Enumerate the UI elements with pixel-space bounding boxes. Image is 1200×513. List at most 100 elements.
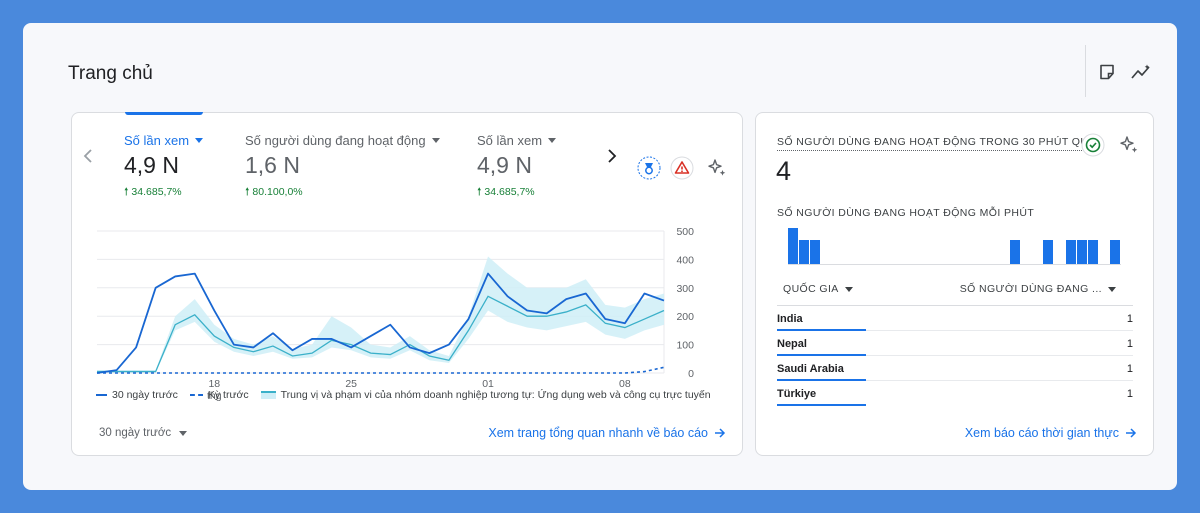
view-overview-link[interactable]: Xem trang tổng quan nhanh về báo cáo [488, 426, 726, 440]
previous-period-line [97, 366, 665, 374]
table-row: Saudi Arabia 1 [777, 356, 1133, 381]
y-tick-label: 200 [676, 311, 694, 323]
overview-card: Số lần xem 4,9 N 🠕 34.685,7% Số người dù… [71, 112, 743, 456]
sparkle-icon[interactable] [705, 156, 729, 180]
toolbar-divider [1085, 45, 1086, 97]
table-row: India 1 [777, 306, 1133, 331]
arrow-up-icon: 🠕 [245, 186, 253, 198]
table-header-divider [777, 305, 1133, 306]
view-realtime-link[interactable]: Xem báo cáo thời gian thực [965, 426, 1137, 440]
metric-value: 4,9 N [477, 152, 532, 178]
row-divider [866, 380, 1133, 381]
warning-icon[interactable] [670, 156, 694, 180]
insights-icon[interactable] [1130, 61, 1152, 83]
next-metric-button[interactable] [602, 145, 622, 167]
per-minute-bar [1010, 240, 1021, 264]
row-divider [866, 355, 1133, 356]
benchmark-range-area [97, 256, 664, 373]
per-minute-bar [799, 240, 810, 264]
caret-down-icon [1108, 286, 1116, 292]
chart-legend: 30 ngày trước Kỳ trước Trung vị và phạm … [96, 389, 723, 401]
legend-swatch-band [260, 391, 276, 399]
y-tick-label: 0 [688, 368, 694, 380]
legend-label: 30 ngày trước [112, 389, 178, 401]
line-chart: 500 400 300 200 100 0 18 25 01 08 thg [96, 226, 694, 402]
users-column-header[interactable]: SỐ NGƯỜI DÙNG ĐANG ... [960, 283, 1116, 295]
legend-item-previous: Kỳ trước [189, 389, 249, 401]
arrow-right-icon [715, 428, 726, 438]
country-value: 1 [1126, 313, 1133, 325]
link-label: Xem trang tổng quan nhanh về báo cáo [488, 426, 708, 440]
per-minute-bar [1076, 240, 1087, 264]
per-minute-bar [788, 228, 799, 264]
x-tick-label: 18 [208, 378, 220, 390]
row-divider [866, 330, 1133, 331]
metric-change: 34.685,7% [484, 186, 535, 198]
legend-swatch-solid [96, 394, 107, 396]
date-range-selector[interactable]: 30 ngày trước [99, 427, 188, 439]
x-tick-sublabel: thg [207, 390, 222, 402]
caret-down-icon [195, 138, 204, 143]
legend-item-current: 30 ngày trước [96, 389, 178, 401]
country-name: Saudi Arabia [777, 363, 844, 375]
link-label: Xem báo cáo thời gian thực [964, 426, 1119, 440]
prev-metric-button[interactable] [78, 145, 98, 167]
country-name: Nepal [777, 338, 807, 350]
per-minute-bar-chart [788, 223, 1121, 265]
realtime-title: SỐ NGƯỜI DÙNG ĐANG HOẠT ĐỘNG TRONG 30 PH… [777, 136, 1096, 151]
benchmark-icon[interactable] [637, 156, 661, 180]
x-tick-label: 08 [619, 378, 631, 390]
page-title: Trang chủ [68, 63, 153, 84]
metric-label: Số lần xem [477, 133, 543, 148]
row-bar [777, 404, 866, 406]
legend-label: Trung vị và phạm vi của nhóm doanh nghiệ… [280, 389, 711, 401]
column-label: QUỐC GIA [783, 283, 839, 295]
check-circle-icon[interactable] [1081, 133, 1105, 157]
metric-label: Số lần xem [124, 133, 190, 148]
benchmark-median-line [97, 295, 665, 373]
note-icon[interactable] [1096, 61, 1118, 83]
caret-down-icon [431, 138, 440, 143]
realtime-card: SỐ NGƯỜI DÙNG ĐANG HOẠT ĐỘNG TRONG 30 PH… [755, 112, 1154, 456]
caret-down-icon [844, 286, 853, 292]
current-period-line [96, 272, 665, 374]
y-tick-label: 400 [676, 254, 694, 266]
row-bar [777, 354, 866, 356]
per-minute-bar [810, 240, 821, 264]
metric-tab-active-users[interactable]: Số người dùng đang hoạt động 1,6 N 🠕 80.… [245, 133, 440, 202]
per-minute-bar [1109, 240, 1120, 264]
per-minute-bar [1065, 240, 1076, 264]
row-bar [777, 379, 866, 381]
country-value: 1 [1126, 388, 1133, 400]
metric-label: Số người dùng đang hoạt động [245, 133, 426, 148]
y-tick-label: 300 [676, 283, 694, 295]
caret-down-icon [548, 138, 557, 143]
metric-tab-views[interactable]: Số lần xem 4,9 N 🠕 34.685,7% [124, 133, 204, 202]
metric-tab-views-2[interactable]: Số lần xem 4,9 N 🠕 34.685,7% [477, 133, 557, 202]
active-tab-indicator [125, 112, 203, 115]
legend-label: Kỳ trước [207, 389, 249, 401]
date-range-label: 30 ngày trước [99, 427, 172, 439]
metric-value: 4,9 N [124, 152, 179, 178]
country-name: Türkiye [777, 388, 817, 400]
realtime-subtitle: SỐ NGƯỜI DÙNG ĐANG HOẠT ĐỘNG MỖI PHÚT [777, 207, 1035, 219]
legend-swatch-dashed [189, 394, 203, 396]
table-row: Türkiye 1 [777, 381, 1133, 406]
country-value: 1 [1126, 363, 1133, 375]
arrow-up-icon: 🠕 [477, 186, 485, 198]
per-minute-bar [1087, 240, 1098, 264]
country-column-header[interactable]: QUỐC GIA [783, 283, 853, 295]
row-bar [777, 329, 866, 331]
per-minute-bar [1043, 240, 1054, 264]
arrow-right-icon [1126, 428, 1137, 438]
country-name: India [777, 313, 803, 325]
caret-down-icon [179, 430, 188, 436]
home-panel: Trang chủ Số lần xem 4,9 N 🠕 34.685,7% S… [23, 23, 1177, 490]
sparkle-icon[interactable] [1117, 133, 1141, 157]
country-value: 1 [1126, 338, 1133, 350]
metric-value: 1,6 N [245, 152, 300, 178]
column-label: SỐ NGƯỜI DÙNG ĐANG ... [959, 283, 1102, 295]
realtime-value: 4 [776, 156, 792, 186]
metric-change: 80.100,0% [252, 186, 303, 198]
y-tick-label: 100 [676, 340, 694, 352]
